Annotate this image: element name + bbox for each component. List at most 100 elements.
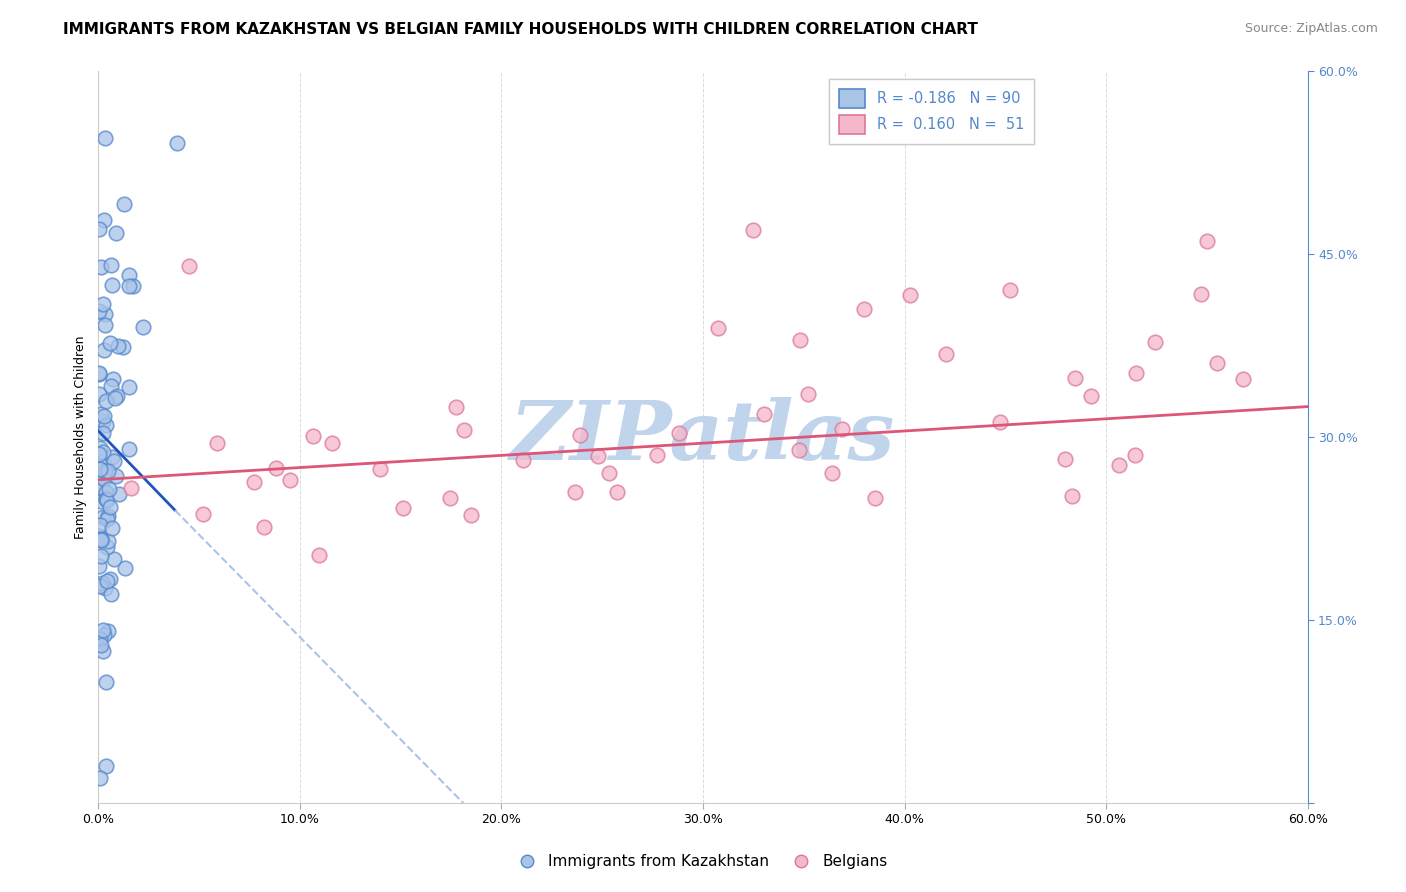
Point: [98, 336, 121, 351]
Point: [988, 416, 1011, 430]
Point: [93, 318, 115, 332]
Point: [89, 462, 111, 476]
Point: [91, 296, 114, 310]
Legend: R = -0.186   N = 90, R =  0.160   N =  51: R = -0.186 N = 90, R = 0.160 N = 51: [828, 78, 1035, 144]
Point: [741, 223, 763, 237]
Point: [370, 462, 392, 476]
Point: [100, 258, 122, 272]
Point: [93, 213, 115, 227]
Point: [752, 407, 775, 421]
Point: [96, 675, 118, 690]
Point: [93, 472, 115, 486]
Point: [308, 548, 330, 562]
Point: [1080, 389, 1102, 403]
Point: [90, 533, 112, 548]
Point: [179, 260, 201, 274]
Point: [112, 197, 135, 211]
Point: [1108, 458, 1130, 472]
Point: [89, 461, 111, 475]
Point: [668, 425, 690, 440]
Point: [89, 529, 111, 543]
Point: [96, 624, 118, 638]
Point: [796, 387, 818, 401]
Point: [94, 581, 117, 595]
Point: [118, 278, 141, 293]
Point: [898, 288, 921, 302]
Point: [1144, 334, 1167, 349]
Point: [998, 283, 1021, 297]
Point: [107, 338, 129, 352]
Point: [191, 507, 214, 521]
Point: [94, 394, 117, 409]
Point: [117, 268, 139, 282]
Point: [89, 366, 111, 380]
Point: [100, 587, 122, 601]
Point: [91, 414, 114, 428]
Point: [90, 407, 112, 421]
Point: [105, 469, 128, 483]
Point: [105, 389, 128, 403]
Text: IMMIGRANTS FROM KAZAKHSTAN VS BELGIAN FAMILY HOUSEHOLDS WITH CHILDREN CORRELATIO: IMMIGRANTS FROM KAZAKHSTAN VS BELGIAN FA…: [63, 22, 979, 37]
Point: [391, 501, 413, 516]
Point: [460, 508, 482, 522]
Point: [205, 435, 228, 450]
Point: [831, 422, 853, 436]
Point: [98, 572, 121, 586]
Point: [93, 628, 115, 642]
Point: [96, 574, 118, 588]
Point: [96, 493, 118, 508]
Point: [253, 520, 276, 534]
Point: [1123, 448, 1146, 462]
Text: Source: ZipAtlas.com: Source: ZipAtlas.com: [1244, 22, 1378, 36]
Point: [93, 458, 115, 472]
Point: [104, 226, 127, 240]
Point: [87, 637, 110, 651]
Point: [89, 579, 111, 593]
Point: [96, 759, 118, 773]
Point: [598, 466, 620, 480]
Point: [93, 409, 115, 424]
Point: [91, 425, 114, 440]
Point: [96, 541, 118, 555]
Point: [108, 487, 131, 501]
Point: [104, 391, 127, 405]
Point: [90, 482, 112, 496]
Point: [606, 485, 628, 500]
Point: [789, 333, 811, 347]
Point: [91, 623, 114, 637]
Point: [569, 428, 592, 442]
Point: [89, 518, 111, 533]
Point: [1054, 451, 1077, 466]
Point: [706, 320, 728, 334]
Point: [94, 491, 117, 506]
Point: [865, 491, 887, 506]
Point: [1205, 356, 1227, 370]
Point: [278, 473, 301, 487]
Point: [512, 453, 534, 467]
Point: [787, 443, 810, 458]
Point: [87, 367, 110, 381]
Point: [1062, 489, 1084, 503]
Legend: Immigrants from Kazakhstan, Belgians: Immigrants from Kazakhstan, Belgians: [512, 848, 894, 875]
Point: [1189, 287, 1212, 301]
Point: [87, 387, 110, 401]
Point: [87, 447, 110, 461]
Point: [266, 460, 288, 475]
Point: [94, 464, 117, 478]
Point: [96, 512, 118, 526]
Point: [647, 448, 669, 462]
Point: [90, 532, 112, 546]
Point: [439, 491, 461, 505]
Point: [564, 485, 586, 500]
Point: [935, 347, 957, 361]
Point: [103, 552, 125, 566]
Point: [94, 491, 117, 506]
Point: [98, 500, 121, 514]
Point: [97, 534, 120, 549]
Point: [114, 561, 136, 575]
Point: [87, 559, 110, 574]
Point: [91, 444, 114, 458]
Point: [111, 340, 134, 354]
Point: [1195, 234, 1218, 248]
Point: [94, 485, 117, 500]
